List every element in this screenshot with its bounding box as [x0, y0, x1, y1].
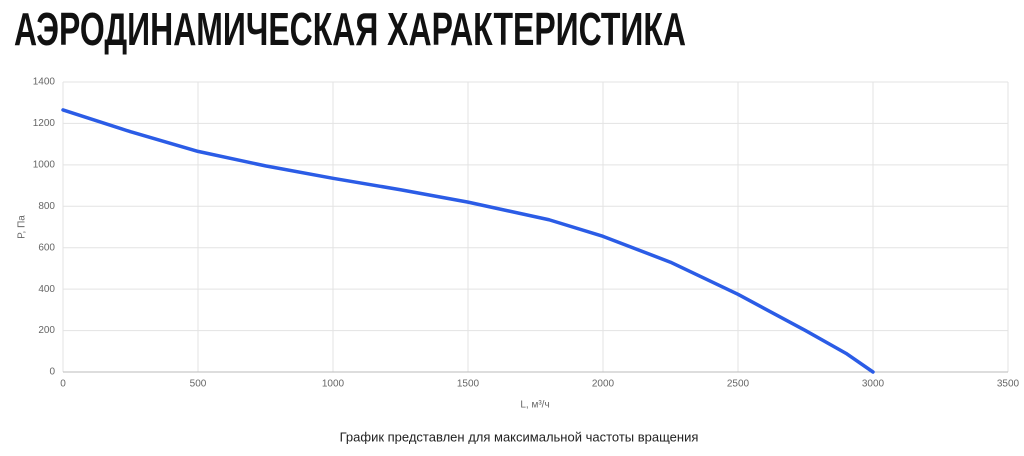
x-tick-label: 2500 — [727, 379, 750, 390]
data-line — [61, 108, 875, 374]
y-tick-label: 1200 — [33, 118, 56, 129]
x-tick-label: 1000 — [322, 379, 345, 390]
y-tick-label: 1000 — [33, 159, 56, 170]
y-tick-label: 0 — [49, 367, 55, 378]
x-tick-label: 0 — [60, 379, 66, 390]
x-tick-label: 500 — [190, 379, 207, 390]
y-tick-label: 1400 — [33, 77, 56, 88]
y-tick-label: 600 — [38, 242, 55, 253]
x-tick-label: 2000 — [592, 379, 615, 390]
y-axis-label: P, Па — [17, 215, 28, 239]
x-tick-label: 1500 — [457, 379, 480, 390]
y-tick-label: 400 — [38, 284, 55, 295]
x-tick-label: 3000 — [862, 379, 885, 390]
x-tick-label: 3500 — [997, 379, 1020, 390]
x-axis-label: L, м³/ч — [520, 400, 549, 411]
y-tick-label: 200 — [38, 325, 55, 336]
chart-title: АЭРОДИНАМИЧЕСКАЯ ХАРАКТЕРИСТИКА — [14, 3, 686, 55]
caption: График представлен для максимальной част… — [340, 429, 699, 444]
y-tick-label: 800 — [38, 201, 55, 212]
